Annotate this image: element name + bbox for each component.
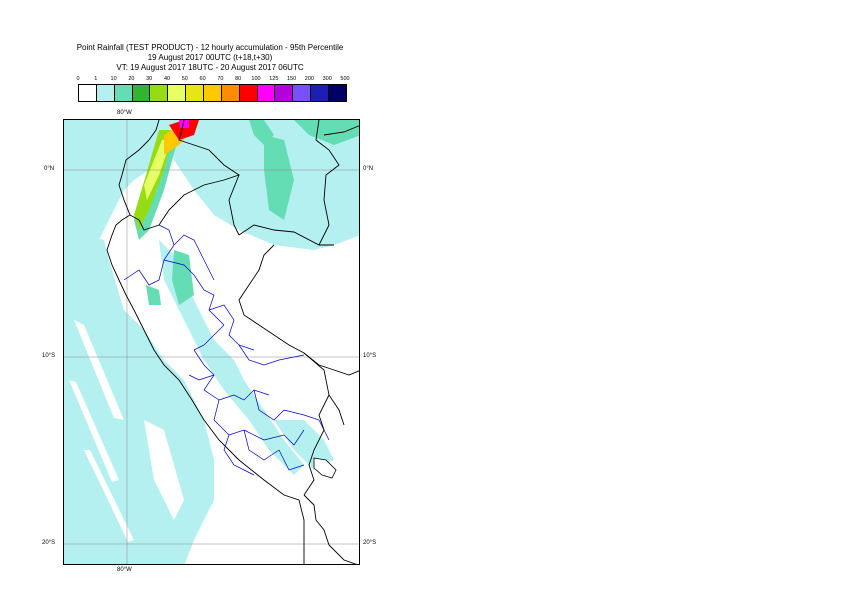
lat-label-10-right: 10°S: [363, 353, 377, 359]
clear-streak-1: [74, 320, 124, 420]
border-bolivia-brazil: [303, 352, 359, 376]
border-colombia-ecuador: [178, 120, 240, 176]
legend-tick-label: 100: [251, 76, 261, 82]
border-peru-brazil: [238, 244, 345, 426]
admin-south-7: [303, 414, 330, 441]
legend-tick-label: 30: [146, 76, 153, 82]
legend-color-box: [168, 85, 187, 101]
title-block: Point Rainfall (TEST PRODUCT) - 12 hourl…: [40, 43, 380, 73]
legend-tick-label: 70: [217, 76, 224, 82]
admin-south-1: [218, 389, 270, 401]
rain-area-andes-south: [274, 420, 334, 470]
legend-color-box: [132, 85, 151, 101]
legend-color-box: [96, 85, 115, 101]
clear-streak-2: [69, 380, 119, 482]
legend-tick-label: 0: [76, 76, 80, 82]
clear-streak-3: [84, 450, 134, 542]
lat-label-0-left: 0°N: [44, 166, 55, 172]
border-ecuador-peru: [129, 174, 240, 236]
legend-tick-label: 40: [163, 76, 171, 82]
legend-color-box: [186, 85, 205, 101]
admin-central-2: [193, 324, 225, 351]
admin-south-8: [188, 374, 215, 381]
map-frame: [63, 119, 360, 565]
legend-tick-label: 125: [269, 76, 279, 82]
admin-north-3: [173, 234, 215, 281]
legend-tick-label: 200: [304, 76, 314, 82]
border-peru-colombia: [238, 224, 334, 246]
legend-color-box: [221, 85, 240, 101]
legend-tick-label: 80: [235, 76, 242, 82]
legend-color-box: [329, 85, 346, 101]
legend-tick-label: 150: [287, 76, 297, 82]
lat-label-0-right: 0°N: [363, 166, 374, 172]
legend-color-box: [204, 85, 222, 101]
admin-boundaries: [123, 224, 330, 476]
legend-tick-label: 60: [199, 76, 206, 82]
legend-color-box: [275, 85, 294, 101]
lat-label-10-left: 10°S: [42, 353, 56, 359]
lon-label-bottom: 80°W: [117, 567, 132, 573]
admin-south-4: [243, 429, 280, 461]
admin-north-1: [123, 224, 175, 286]
chart-title: Point Rainfall (TEST PRODUCT) - 12 hourl…: [76, 43, 344, 52]
border-colombia-venezuela: [315, 120, 340, 246]
admin-central-1: [208, 304, 255, 351]
heavier-rain-north-3: [264, 135, 294, 220]
rain-core-red: [169, 120, 199, 140]
coastline-pacific: [106, 120, 305, 564]
heavier-rain-north-2: [294, 120, 359, 145]
legend-labels: 0 1 10 20 30 40 50 60 70 80 100 125 150 200 300 500: [76, 76, 350, 84]
admin-south-9: [223, 434, 255, 476]
legend-color-box: [257, 85, 276, 101]
legend-color-box: [114, 85, 133, 101]
legend-tick-label: 1: [94, 76, 98, 82]
lon-label-top: 80°W: [117, 110, 132, 116]
lat-label-20-left: 20°S: [42, 540, 56, 546]
legend-color-box: [239, 85, 258, 101]
legend-tick-label: 500: [340, 76, 350, 82]
legend-color-box: [293, 85, 312, 101]
lat-label-20-right: 20°S: [363, 540, 377, 546]
legend-tick-label: 300: [322, 76, 332, 82]
border-venezuela-brazil: [323, 125, 359, 136]
ocean-clear-streaks: [69, 240, 184, 542]
admin-central-3: [238, 344, 305, 366]
border-chile-bolivia: [303, 494, 357, 564]
legend-color-box: [79, 85, 97, 101]
border-peru-bolivia: [303, 394, 330, 496]
heavier-rain-band-2: [146, 285, 161, 305]
rain-area-amazon-north: [164, 120, 359, 250]
legend-tick-label: 50: [181, 76, 188, 82]
clear-streak-4: [124, 240, 174, 320]
graticule: [64, 120, 359, 564]
legend-boxes: [78, 84, 347, 102]
valid-time: VT: 19 August 2017 18UTC - 20 August 201…: [116, 63, 304, 72]
legend-color-box: [150, 85, 169, 101]
coastline-borders: [106, 120, 359, 564]
admin-south-5: [263, 429, 305, 446]
map-svg: [64, 120, 359, 564]
rain-area-sea-strip: [64, 150, 144, 290]
rain-core-magenta: [179, 120, 189, 128]
admin-south-2: [253, 389, 305, 421]
run-time: 19 August 2017 00UTC (t+18,t+30): [147, 53, 273, 62]
land-rain-intense: [134, 120, 199, 230]
legend-tick-label: 10: [110, 76, 117, 82]
legend-tick-label: 20: [128, 76, 135, 82]
admin-south-6: [278, 449, 305, 471]
heavier-rain-band-1: [172, 250, 194, 305]
lake-titicaca: [313, 457, 337, 479]
clear-streak-5: [144, 420, 184, 520]
legend-color-box: [311, 85, 330, 101]
color-legend: 0 1 10 20 30 40 50 60 70 80 100 125 150 200 300 500: [76, 76, 350, 102]
